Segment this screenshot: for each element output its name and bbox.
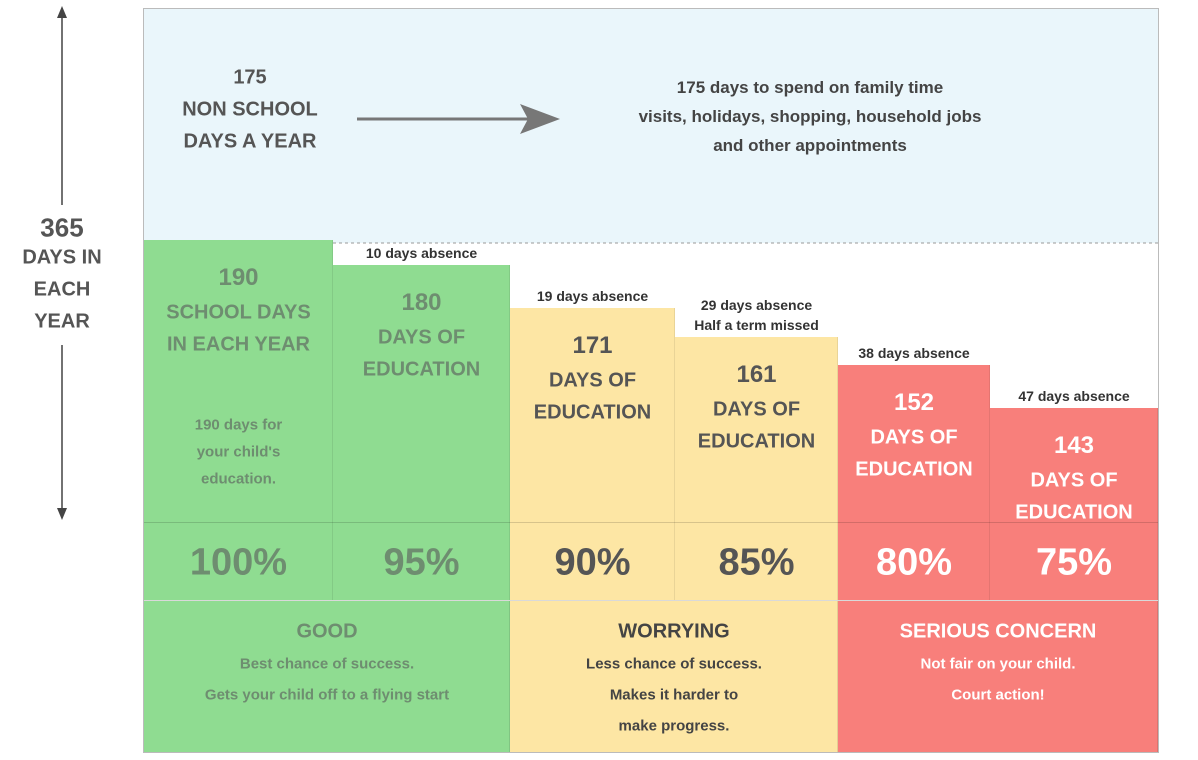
absence-label: 29 days absence [701, 297, 812, 313]
absence-label: 19 days absence [537, 288, 648, 304]
attendance-percent: 100% [190, 542, 287, 585]
group-title: WORRYING [618, 621, 729, 644]
infographic: 365 DAYS IN EACH YEAR 175 NON SCHOOL DAYS A YE… [0, 0, 1198, 760]
days-number: 190 [218, 264, 258, 292]
non-school-description: and other appointments [713, 136, 907, 156]
attendance-percent: 80% [876, 542, 952, 585]
days-label: DAYS OF [870, 427, 957, 450]
days-label: EDUCATION [363, 359, 480, 382]
non-school-label: NON SCHOOL [182, 99, 318, 122]
days-label: EDUCATION [855, 459, 972, 482]
days-number: 171 [572, 332, 612, 360]
group-text: Not fair on your child. [920, 656, 1075, 673]
attendance-percent: 90% [554, 542, 630, 585]
axis-label: 365 [40, 213, 83, 244]
days-note: 190 days for [195, 417, 283, 434]
group-text: Makes it harder to [610, 687, 738, 704]
group-text: Court action! [951, 687, 1044, 704]
days-label: EDUCATION [698, 431, 815, 454]
absence-label: 38 days absence [858, 345, 969, 361]
attendance-percent: 85% [718, 542, 794, 585]
days-note: your child's [197, 444, 281, 461]
days-number: 143 [1054, 432, 1094, 460]
days-label: DAYS OF [1030, 470, 1117, 493]
axis-label: YEAR [34, 311, 90, 334]
axis-label: EACH [34, 279, 91, 302]
group-text: make progress. [619, 718, 730, 735]
non-school-label: DAYS A YEAR [183, 131, 316, 154]
days-number: 152 [894, 389, 934, 417]
days-note: education. [201, 471, 276, 488]
group-text: Gets your child off to a flying start [205, 687, 449, 704]
non-school-description: 175 days to spend on family time [677, 78, 943, 98]
non-school-description: visits, holidays, shopping, household jo… [639, 107, 982, 127]
attendance-percent: 95% [383, 542, 459, 585]
percent-divider [144, 522, 1158, 523]
days-label: DAYS OF [378, 327, 465, 350]
days-label: DAYS OF [713, 399, 800, 422]
days-label: SCHOOL DAYS [166, 302, 310, 325]
group-text: Less chance of success. [586, 656, 762, 673]
absence-label: 47 days absence [1018, 388, 1129, 404]
days-number: 180 [401, 289, 441, 317]
days-label: DAYS OF [549, 370, 636, 393]
days-number: 161 [736, 361, 776, 389]
group-text: Best chance of success. [240, 656, 414, 673]
group-title: SERIOUS CONCERN [900, 621, 1097, 644]
absence-label: Half a term missed [694, 317, 819, 333]
non-school-label: 175 [233, 67, 266, 90]
group-title: GOOD [296, 621, 357, 644]
days-label: EDUCATION [534, 402, 651, 425]
attendance-percent: 75% [1036, 542, 1112, 585]
axis-label: DAYS IN [22, 247, 101, 270]
absence-label: 10 days absence [366, 245, 477, 261]
days-label: IN EACH YEAR [167, 334, 310, 357]
